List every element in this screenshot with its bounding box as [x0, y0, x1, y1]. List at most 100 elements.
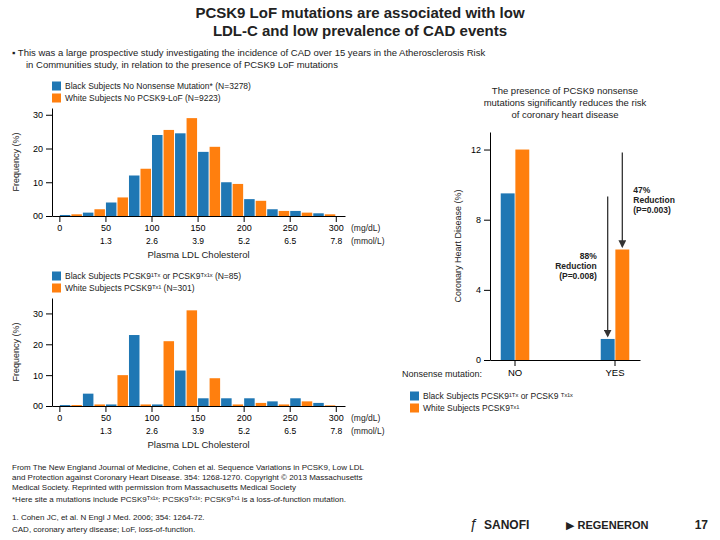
- tick: 20: [33, 340, 52, 350]
- tick-label: 200: [237, 413, 252, 423]
- footer-text: CAD, coronary artery disease; LoF, loss-…: [12, 525, 195, 534]
- tick-label: 3.9: [192, 426, 204, 436]
- tick-label: 30: [33, 110, 43, 120]
- tick: 2.6: [146, 426, 158, 436]
- annotation-line: Reduction: [633, 195, 675, 205]
- legend-item: Black Subjects PCSK9¹ᵀˣ or PCSK9ᵀˣ¹ˣ (N=…: [52, 271, 241, 281]
- tick-mark: [615, 360, 616, 366]
- bar: [106, 203, 117, 217]
- bar: [94, 404, 105, 406]
- tick: YES: [605, 360, 624, 378]
- tick: 8: [476, 215, 490, 225]
- axis-line: [53, 216, 346, 217]
- bar: [601, 339, 615, 360]
- histogram-chart: 001020300501001502002503001.32.63.95.26.…: [11, 81, 385, 260]
- bar: [83, 213, 94, 216]
- unit-label: (mg/dL): [351, 413, 380, 423]
- tick: 200: [237, 216, 252, 233]
- legend-item: White Subjects No PCSK9-LoF (N=9223): [52, 93, 221, 103]
- tick-mark: [59, 406, 60, 412]
- tick: 00: [33, 211, 52, 221]
- legend: Black Subjects No Nonsense Mutation* (N=…: [52, 81, 251, 103]
- x-axis-label: Plasma LDL Cholesterol: [147, 249, 249, 260]
- tick: 250: [283, 406, 298, 423]
- tick-label: 10: [33, 371, 43, 381]
- tick-label: 10: [33, 178, 43, 188]
- bar: [313, 213, 324, 216]
- tick-mark: [46, 375, 52, 376]
- bar: [290, 398, 301, 406]
- tick-label: 2.6: [146, 426, 158, 436]
- tick-mark: [46, 115, 52, 116]
- note-line: *Here site a mutations include PCSK9ᵀˣ¹ˣ…: [12, 495, 346, 504]
- tick-mark: [198, 406, 199, 412]
- tick: 12: [471, 145, 490, 155]
- tick-label: 5.2: [238, 236, 250, 246]
- tick-label: 1.3: [100, 236, 112, 246]
- tick-label: 00: [33, 211, 43, 221]
- x-axis-label: Plasma LDL Cholesterol: [147, 439, 249, 450]
- x-axis: NO YES: [491, 360, 641, 378]
- annotation-line: 47%: [633, 185, 650, 195]
- tick-mark: [59, 216, 60, 222]
- tick-mark: [46, 182, 52, 183]
- bar: [279, 211, 290, 216]
- y-axis: 00 10 20 30: [33, 299, 53, 412]
- axis-line: [53, 406, 346, 407]
- tick: 0: [57, 216, 62, 233]
- footer-text: SANOFI: [484, 518, 529, 532]
- bar: [221, 182, 232, 216]
- bar: [117, 375, 128, 406]
- bar: [164, 130, 175, 216]
- tick-mark: [46, 216, 52, 217]
- tick: 4: [476, 285, 490, 295]
- bar: [302, 213, 313, 216]
- unit-label: (mg/dL): [351, 223, 380, 233]
- tick: 30: [33, 309, 52, 319]
- axis-line: [491, 360, 641, 361]
- tick: 00: [33, 401, 52, 411]
- bar: [290, 211, 301, 216]
- chart-title-line: mutations significantly reduces the risk: [484, 97, 647, 108]
- axis-line: [52, 109, 53, 217]
- tick: 150: [191, 216, 206, 233]
- tick-mark: [105, 216, 106, 222]
- tick: 100: [144, 216, 159, 233]
- tick-label: NO: [508, 367, 522, 378]
- legend-swatch: [410, 404, 419, 413]
- tick-label: 50: [101, 413, 111, 423]
- tick: 1.3: [100, 236, 112, 246]
- annotation-line: 88%: [580, 251, 597, 261]
- bar: [267, 209, 278, 216]
- tick: 6.5: [284, 426, 296, 436]
- tick: 5.2: [238, 426, 250, 436]
- tick-mark: [46, 149, 52, 150]
- tick-label: 300: [329, 223, 344, 233]
- bar: [152, 135, 163, 216]
- legend-swatch: [52, 82, 61, 91]
- legend-swatch: [52, 284, 61, 293]
- tick-mark: [198, 216, 199, 222]
- tick-label: 150: [191, 413, 206, 423]
- chart-title: The presence of PCSK9 nonsensemutations …: [484, 85, 647, 120]
- tick-label: 250: [283, 413, 298, 423]
- bar: [198, 398, 209, 406]
- tick: 3.9: [192, 236, 204, 246]
- legend: Black Subjects PCSK9¹ᵀˣ or PCSK9ᵀˣ¹ˣ (N=…: [52, 271, 241, 293]
- bar: [302, 401, 313, 406]
- x-axis: 050100150200250300: [53, 216, 346, 233]
- title-line: LDL-C and low prevalence of CAD events: [213, 22, 507, 39]
- bar: [325, 214, 336, 216]
- tick: 10: [33, 178, 52, 188]
- unit-label: (mmol/L): [351, 236, 385, 246]
- legend-label: White Subjects PCSK9ᵀˣ¹ (N=301): [65, 283, 195, 293]
- tick-label: 30: [33, 309, 43, 319]
- tick-mark: [336, 216, 337, 222]
- bars: [501, 150, 630, 360]
- legend-label: Black Subjects PCSK9¹ᵀˣ or PCSK9ᵀˣ¹ˣ (N=…: [65, 271, 241, 281]
- bar: [187, 310, 198, 406]
- tick-label: YES: [605, 367, 624, 378]
- bar: [244, 398, 255, 406]
- tick-mark: [290, 406, 291, 412]
- tick: 300: [329, 406, 344, 423]
